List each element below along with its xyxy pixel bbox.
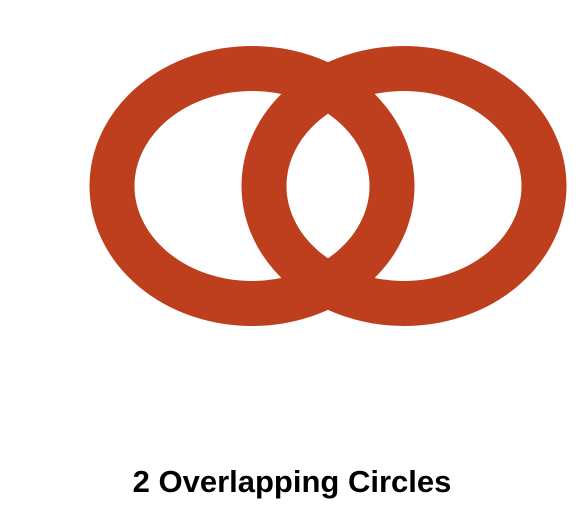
figure-title: 2 Overlapping Circles — [132, 464, 452, 499]
right-ring — [241, 46, 567, 326]
left-ring — [89, 46, 415, 326]
circles-diagram — [89, 46, 567, 326]
